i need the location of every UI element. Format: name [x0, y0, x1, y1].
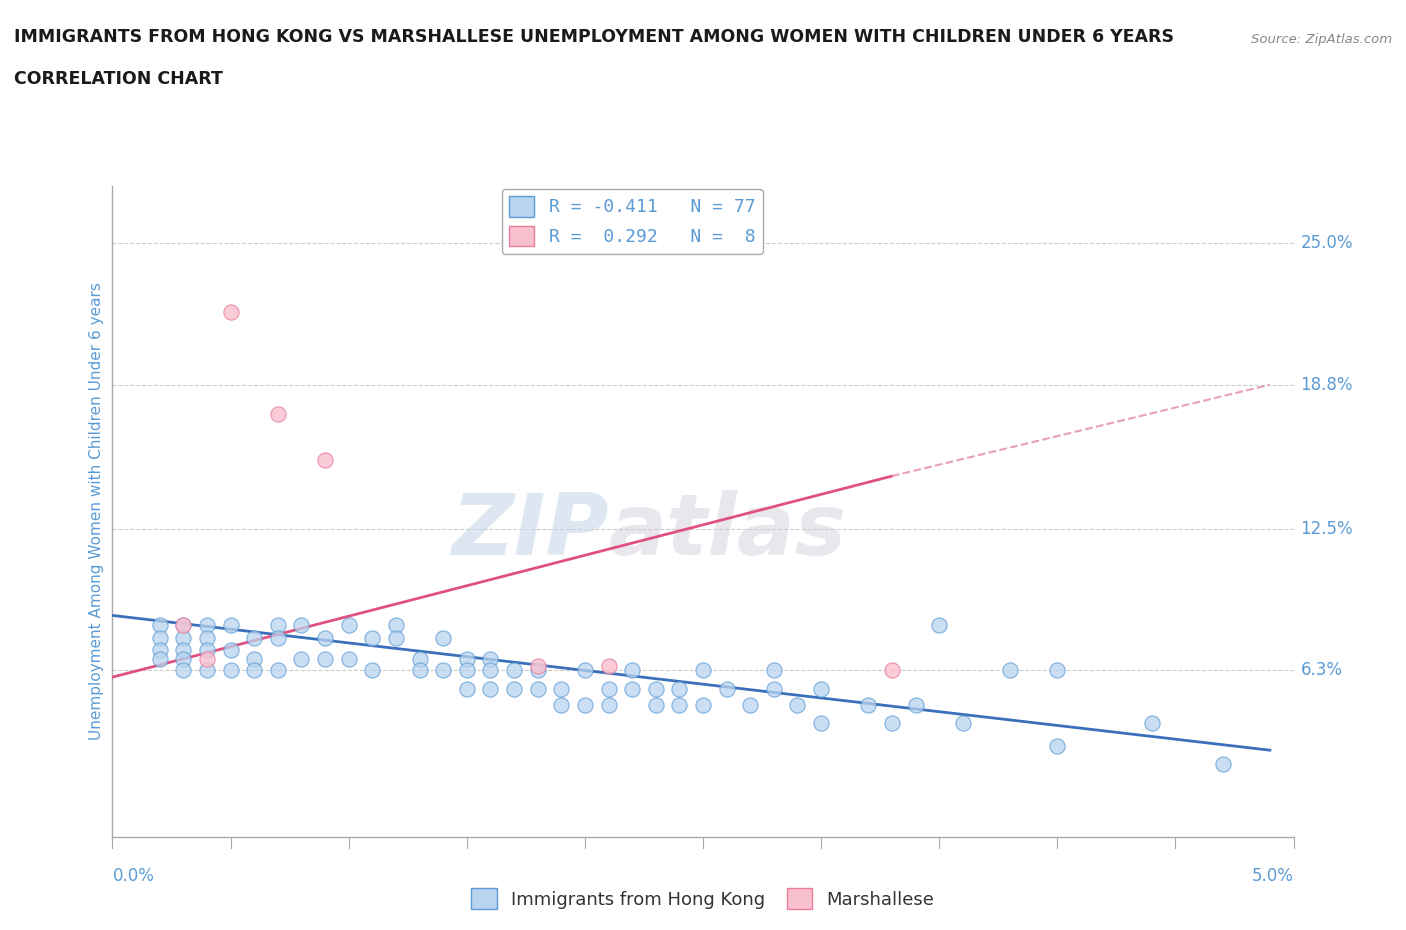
Point: [479, 681, 502, 696]
Point: [644, 698, 666, 712]
Point: [219, 618, 242, 632]
Y-axis label: Unemployment Among Women with Children Under 6 years: Unemployment Among Women with Children U…: [89, 283, 104, 740]
Point: [385, 618, 408, 632]
Point: [195, 643, 218, 658]
Point: [904, 698, 927, 712]
Point: [195, 631, 218, 645]
Point: [385, 631, 408, 645]
Point: [195, 618, 218, 632]
Point: [692, 663, 714, 678]
Point: [195, 663, 218, 678]
Point: [928, 618, 950, 632]
Point: [668, 681, 690, 696]
Point: [526, 663, 548, 678]
Point: [361, 663, 384, 678]
Point: [998, 663, 1021, 678]
Point: [644, 681, 666, 696]
Point: [219, 663, 242, 678]
Point: [432, 631, 454, 645]
Point: [456, 651, 478, 666]
Point: [290, 651, 312, 666]
Legend: R = -0.411   N = 77, R =  0.292   N =  8: R = -0.411 N = 77, R = 0.292 N = 8: [502, 189, 762, 254]
Point: [621, 663, 644, 678]
Point: [432, 663, 454, 678]
Point: [740, 698, 762, 712]
Text: Source: ZipAtlas.com: Source: ZipAtlas.com: [1251, 33, 1392, 46]
Point: [598, 658, 620, 673]
Point: [858, 698, 880, 712]
Point: [314, 631, 336, 645]
Point: [172, 643, 194, 658]
Point: [598, 681, 620, 696]
Point: [692, 698, 714, 712]
Text: 5.0%: 5.0%: [1251, 867, 1294, 884]
Text: ZIP: ZIP: [451, 489, 609, 573]
Point: [314, 651, 336, 666]
Point: [267, 663, 290, 678]
Legend: Immigrants from Hong Kong, Marshallese: Immigrants from Hong Kong, Marshallese: [464, 881, 942, 916]
Point: [337, 618, 360, 632]
Point: [195, 651, 218, 666]
Point: [172, 618, 194, 632]
Point: [503, 681, 526, 696]
Point: [526, 681, 548, 696]
Point: [243, 651, 266, 666]
Text: 12.5%: 12.5%: [1301, 520, 1353, 538]
Point: [479, 663, 502, 678]
Point: [1046, 738, 1069, 753]
Point: [952, 715, 974, 730]
Point: [219, 304, 242, 319]
Point: [267, 631, 290, 645]
Point: [786, 698, 808, 712]
Point: [574, 698, 596, 712]
Point: [762, 681, 785, 696]
Point: [810, 715, 832, 730]
Point: [149, 618, 172, 632]
Point: [337, 651, 360, 666]
Point: [219, 643, 242, 658]
Point: [668, 698, 690, 712]
Text: CORRELATION CHART: CORRELATION CHART: [14, 70, 224, 87]
Point: [550, 681, 572, 696]
Point: [456, 681, 478, 696]
Point: [621, 681, 644, 696]
Point: [149, 643, 172, 658]
Point: [880, 663, 903, 678]
Point: [361, 631, 384, 645]
Text: IMMIGRANTS FROM HONG KONG VS MARSHALLESE UNEMPLOYMENT AMONG WOMEN WITH CHILDREN : IMMIGRANTS FROM HONG KONG VS MARSHALLESE…: [14, 28, 1174, 46]
Point: [172, 651, 194, 666]
Point: [503, 663, 526, 678]
Point: [880, 715, 903, 730]
Point: [290, 618, 312, 632]
Point: [574, 663, 596, 678]
Point: [172, 631, 194, 645]
Text: 0.0%: 0.0%: [112, 867, 155, 884]
Point: [598, 698, 620, 712]
Point: [149, 631, 172, 645]
Point: [762, 663, 785, 678]
Point: [172, 663, 194, 678]
Point: [456, 663, 478, 678]
Text: 18.8%: 18.8%: [1301, 376, 1353, 393]
Text: atlas: atlas: [609, 489, 846, 573]
Point: [267, 618, 290, 632]
Point: [1140, 715, 1163, 730]
Point: [314, 453, 336, 468]
Point: [550, 698, 572, 712]
Point: [1046, 663, 1069, 678]
Point: [408, 663, 430, 678]
Point: [243, 663, 266, 678]
Point: [149, 651, 172, 666]
Point: [526, 658, 548, 673]
Point: [172, 618, 194, 632]
Point: [810, 681, 832, 696]
Point: [1212, 756, 1234, 771]
Point: [716, 681, 738, 696]
Point: [408, 651, 430, 666]
Point: [243, 631, 266, 645]
Point: [267, 407, 290, 422]
Text: 25.0%: 25.0%: [1301, 234, 1353, 252]
Text: 6.3%: 6.3%: [1301, 661, 1343, 679]
Point: [479, 651, 502, 666]
